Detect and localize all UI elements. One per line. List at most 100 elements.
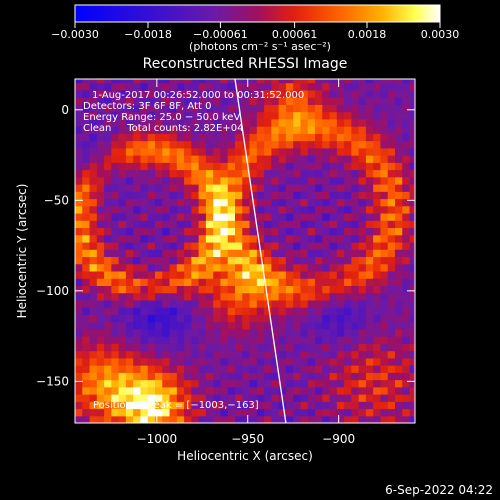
heatmap-cell — [271, 357, 280, 366]
heatmap-cell — [300, 270, 309, 279]
heatmap-cell — [125, 126, 134, 134]
heatmap-cell — [387, 365, 396, 373]
heatmap-cell — [125, 299, 134, 308]
heatmap-cell — [111, 184, 120, 192]
heatmap-cell — [213, 350, 222, 359]
heatmap-cell — [205, 104, 214, 113]
heatmap-cell — [82, 191, 91, 200]
heatmap-cell — [147, 263, 156, 272]
heatmap-cell — [293, 104, 302, 113]
heatmap-cell — [256, 198, 265, 207]
heatmap-cell — [380, 89, 389, 98]
heatmap-cell — [155, 336, 163, 344]
heatmap-cell — [293, 79, 302, 84]
heatmap-cell — [373, 234, 382, 243]
heatmap-cell — [249, 278, 258, 286]
heatmap-cell — [373, 111, 382, 120]
heatmap-cell — [300, 104, 309, 113]
heatmap-cell — [293, 263, 302, 272]
heatmap-cell — [235, 155, 243, 163]
heatmap-cell — [358, 227, 367, 236]
heatmap-cell — [147, 256, 156, 265]
heatmap-cell — [89, 133, 98, 142]
heatmap-cell — [307, 249, 316, 258]
heatmap-cell — [285, 212, 294, 221]
heatmap-cell — [336, 357, 345, 366]
heatmap-cell — [227, 126, 236, 134]
heatmap-cell — [205, 133, 214, 142]
heatmap-cell — [242, 104, 251, 113]
heatmap-cell — [140, 263, 149, 272]
heatmap-cell — [227, 79, 236, 84]
heatmap-cell — [293, 314, 302, 323]
heatmap-cell — [329, 270, 338, 279]
heatmap-cell — [387, 278, 396, 286]
heatmap-cell — [227, 111, 236, 120]
heatmap-cell — [220, 126, 229, 134]
heatmap-cell — [293, 401, 302, 410]
heatmap-cell — [205, 270, 214, 279]
heatmap-cell — [271, 415, 280, 423]
heatmap-cell — [242, 292, 251, 301]
heatmap-cell — [184, 220, 192, 229]
heatmap-cell — [162, 220, 171, 229]
heatmap-cell — [235, 394, 243, 402]
heatmap-cell — [96, 270, 105, 279]
heatmap-cell — [125, 408, 134, 417]
heatmap-cell — [351, 147, 360, 156]
colorbar-unit-label: (photons cm⁻² s⁻¹ asec⁻²) — [189, 40, 331, 53]
heatmap-cell — [395, 234, 403, 243]
heatmap-cell — [205, 147, 214, 156]
heatmap-cell — [89, 155, 98, 163]
heatmap-cell — [118, 198, 127, 207]
heatmap-cell — [365, 401, 374, 410]
heatmap-cell — [344, 299, 352, 308]
heatmap-cell — [351, 343, 360, 352]
heatmap-cell — [75, 408, 83, 417]
heatmap-cell — [147, 415, 156, 423]
heatmap-cell — [278, 97, 287, 105]
heatmap-cell — [176, 408, 185, 417]
heatmap-cell — [169, 234, 178, 243]
heatmap-cell — [315, 205, 323, 214]
heatmap-cell — [322, 169, 331, 178]
heatmap-cell — [205, 314, 214, 323]
heatmap-cell — [278, 191, 287, 200]
heatmap-cell — [184, 184, 192, 192]
heatmap-cell — [162, 249, 171, 258]
heatmap-cell — [118, 140, 127, 149]
heatmap-cell — [293, 118, 302, 127]
heatmap-cell — [162, 205, 171, 214]
heatmap-cell — [198, 357, 207, 366]
heatmap-cell — [82, 249, 91, 258]
heatmap-cell — [213, 270, 222, 279]
heatmap-cell — [133, 104, 142, 113]
heatmap-cell — [235, 97, 243, 105]
heatmap-cell — [162, 278, 171, 286]
heatmap-cell — [336, 155, 345, 163]
heatmap-cell — [169, 227, 178, 236]
heatmap-cell — [155, 111, 163, 120]
heatmap-cell — [227, 97, 236, 105]
heatmap-cell — [147, 79, 156, 84]
heatmap-cell — [82, 227, 91, 236]
heatmap-cell — [82, 220, 91, 229]
heatmap-cell — [235, 321, 243, 330]
heatmap-cell — [176, 155, 185, 163]
heatmap-cell — [169, 299, 178, 308]
heatmap-cell — [307, 357, 316, 366]
heatmap-cell — [322, 256, 331, 265]
heatmap-cell — [140, 408, 149, 417]
heatmap-cell — [162, 256, 171, 265]
heatmap-cell — [402, 415, 411, 423]
heatmap-cell — [300, 343, 309, 352]
heatmap-cell — [409, 162, 415, 171]
heatmap-cell — [75, 386, 83, 395]
heatmap-cell — [235, 79, 243, 84]
heatmap-cell — [140, 205, 149, 214]
heatmap-cell — [227, 336, 236, 344]
heatmap-cell — [169, 394, 178, 402]
heatmap-cell — [227, 82, 236, 91]
heatmap-cell — [322, 299, 331, 308]
heatmap-cell — [133, 372, 142, 381]
